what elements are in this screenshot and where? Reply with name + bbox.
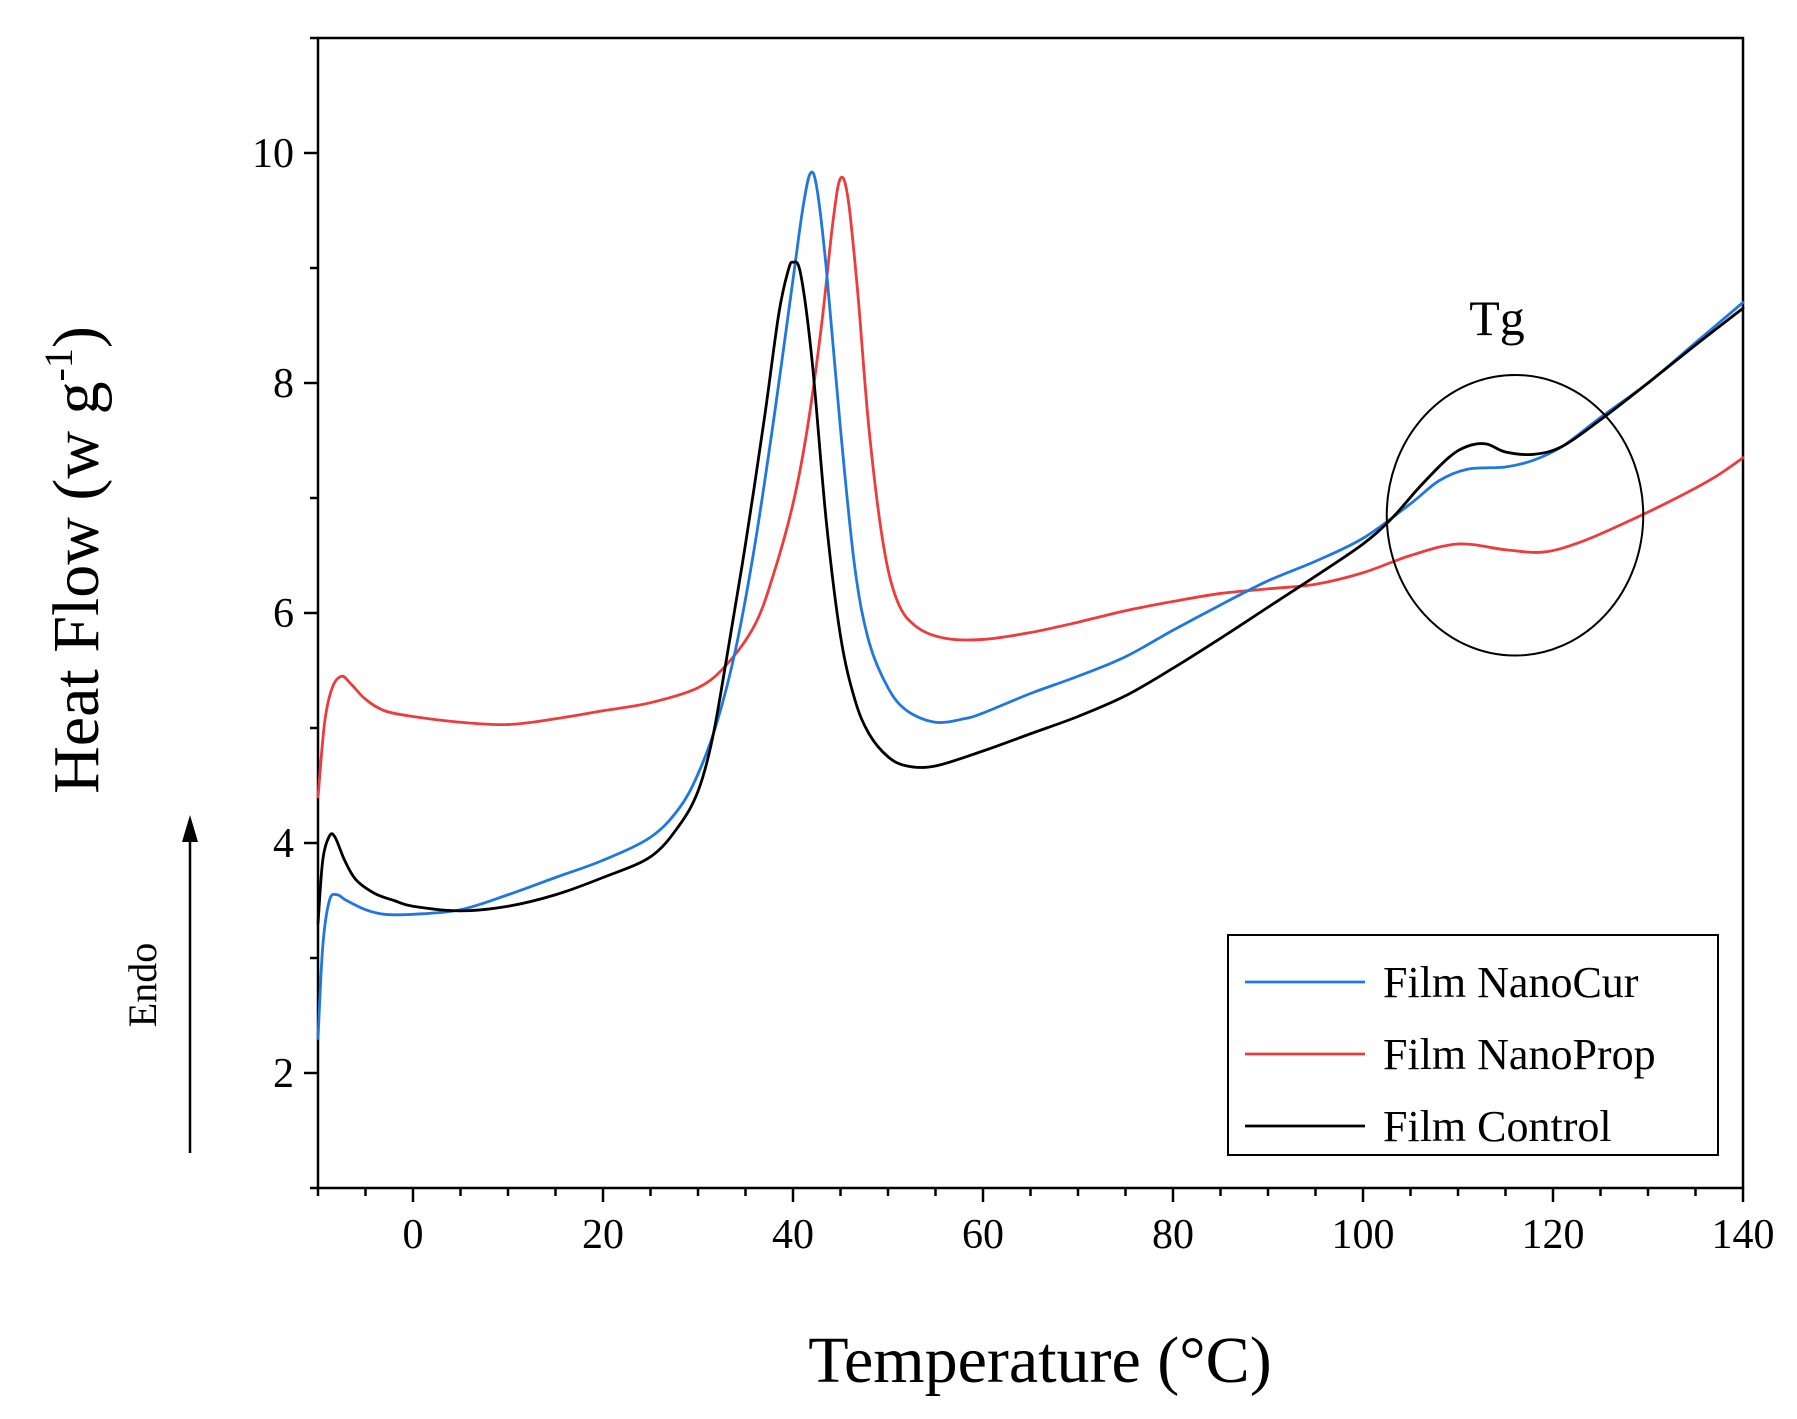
y-axis-title-superscript: -1 xyxy=(36,348,81,381)
legend-box xyxy=(1227,934,1719,1156)
y-tick-label: 6 xyxy=(273,591,294,637)
series-line-film-nanocur xyxy=(316,170,1745,1040)
endo-arrow-head xyxy=(182,815,198,842)
legend-label-film-nanoprop: Film NanoProp xyxy=(1383,1030,1656,1079)
tg-label: Tg xyxy=(1469,290,1525,346)
legend-label-film-control: Film Control xyxy=(1383,1102,1612,1151)
legend-label-film-nanocur: Film NanoCur xyxy=(1383,958,1639,1007)
tg-circle-annotation xyxy=(1385,373,1645,657)
x-tick-label: 60 xyxy=(962,1212,1004,1258)
series-layer xyxy=(316,170,1745,1040)
y-axis-title-close: ) xyxy=(40,326,113,348)
x-tick-label: 120 xyxy=(1522,1212,1585,1258)
y-tick-label: 4 xyxy=(273,821,294,867)
series-line-film-control xyxy=(316,260,1745,925)
x-tick-label: 20 xyxy=(582,1212,624,1258)
endo-indicator: Endo xyxy=(120,815,198,1153)
x-axis-tick-labels: 0 20 40 60 80 100 120 140 xyxy=(403,1212,1775,1258)
y-axis-ticks xyxy=(304,36,318,1190)
y-axis-tick-labels: 2 4 6 8 10 xyxy=(252,131,294,1097)
x-axis-ticks xyxy=(316,1188,1745,1202)
x-tick-label: 40 xyxy=(772,1212,814,1258)
x-axis-title: Temperature (°C) xyxy=(808,1324,1271,1397)
y-axis-title-main: Heat Flow (w g xyxy=(40,381,113,793)
annotation-layer: Tg xyxy=(1385,290,1645,657)
legend-items: Film NanoCur Film NanoProp Film Control xyxy=(1245,958,1656,1151)
legend: Film NanoCur Film NanoProp Film Control xyxy=(1227,934,1719,1156)
series-line-film-nanoprop xyxy=(316,175,1745,799)
endo-label: Endo xyxy=(120,943,165,1027)
y-tick-label: 8 xyxy=(273,361,294,407)
y-axis-title: Heat Flow (w g-1) xyxy=(36,326,113,794)
x-tick-label: 140 xyxy=(1712,1212,1775,1258)
x-tick-label: 80 xyxy=(1152,1212,1194,1258)
x-tick-label: 0 xyxy=(403,1212,424,1258)
x-tick-label: 100 xyxy=(1332,1212,1395,1258)
y-tick-label: 2 xyxy=(273,1051,294,1097)
y-tick-label: 10 xyxy=(252,131,294,177)
